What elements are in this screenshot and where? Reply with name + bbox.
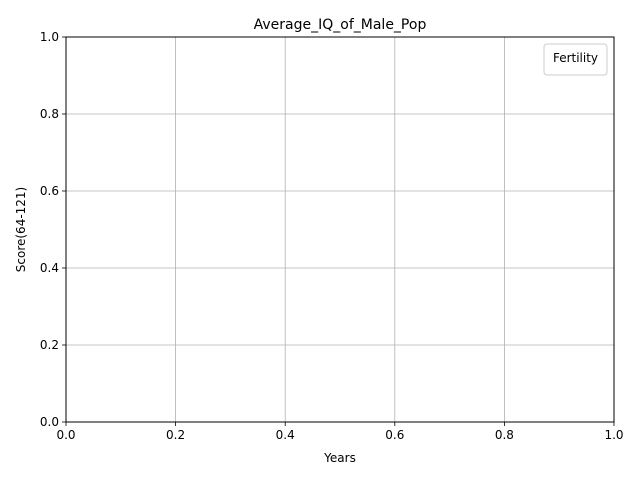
y-axis: 0.0 0.2 0.4 0.6 0.8 1.0 xyxy=(40,30,66,429)
y-axis-label: Score(64-121) xyxy=(14,187,28,272)
x-tick-label: 0.8 xyxy=(495,428,514,442)
y-tick-label: 0.8 xyxy=(40,107,59,121)
x-tick-label: 0.6 xyxy=(385,428,404,442)
x-tick-label: 0.2 xyxy=(166,428,185,442)
grid xyxy=(66,37,614,422)
legend-box xyxy=(543,43,608,76)
y-tick-label: 0.0 xyxy=(40,415,59,429)
x-tick-label: 1.0 xyxy=(604,428,623,442)
plot-frame xyxy=(65,36,615,423)
chart-title: Average_IQ_of_Male_Pop xyxy=(254,17,427,33)
y-tick-label: 1.0 xyxy=(40,30,59,44)
x-axis-label: Years xyxy=(323,451,356,465)
x-tick-label: 0.4 xyxy=(276,428,295,442)
x-axis: 0.0 0.2 0.4 0.6 0.8 1.0 xyxy=(56,422,624,442)
legend-title: Fertility xyxy=(553,51,598,65)
legend: Fertility xyxy=(543,43,608,76)
y-tick-label: 0.4 xyxy=(40,261,59,275)
y-tick-label: 0.6 xyxy=(40,184,59,198)
x-tick-label: 0.0 xyxy=(56,428,75,442)
plot-area xyxy=(66,37,614,422)
y-tick-label: 0.2 xyxy=(40,338,59,352)
